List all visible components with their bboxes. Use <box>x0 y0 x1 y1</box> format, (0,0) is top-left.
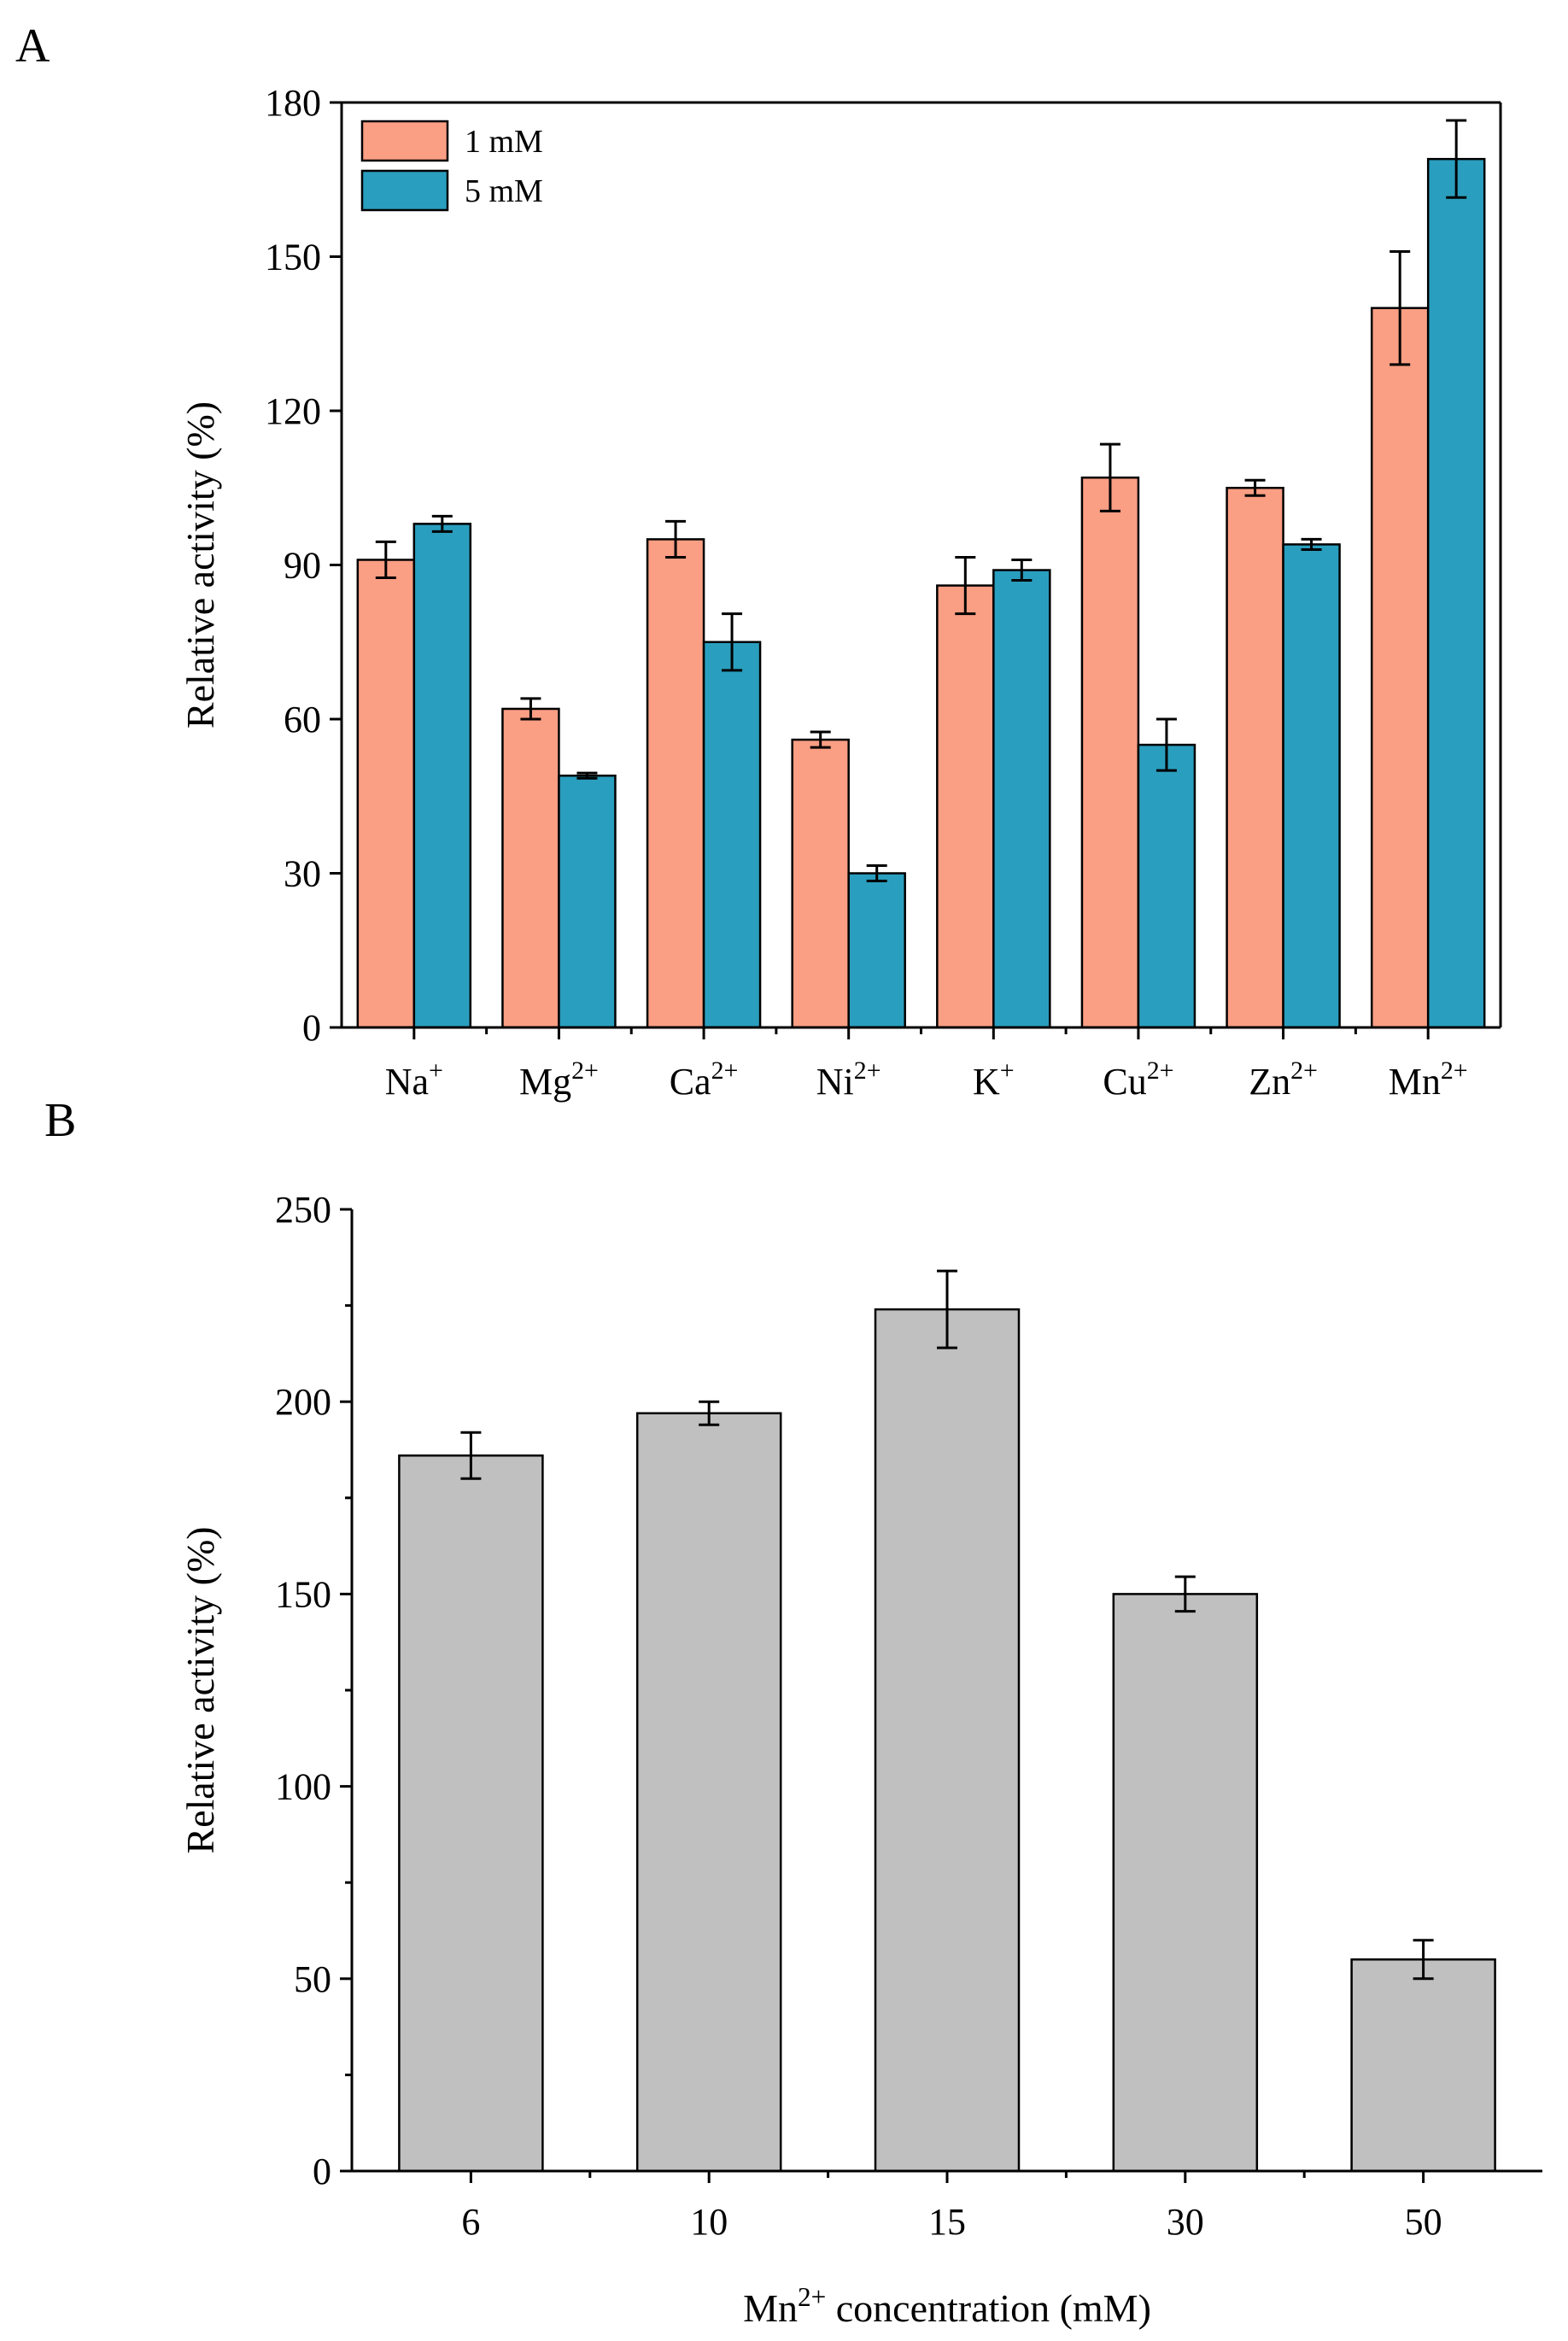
bar-30mm <box>1112 1593 1259 2173</box>
error-bar <box>1446 119 1467 199</box>
bar-1mm-mn <box>1370 307 1430 1029</box>
bar-1mm-k <box>936 584 995 1029</box>
bar-1mm-ni <box>791 738 850 1029</box>
error-bar <box>1301 537 1322 551</box>
bar-5mm-mn <box>1426 157 1486 1029</box>
error-bar <box>810 730 831 749</box>
error-bar <box>1390 249 1411 366</box>
error-bar <box>699 1400 720 1426</box>
legend-label: 1 mM <box>465 124 543 160</box>
legend-label: 5 mM <box>465 173 543 209</box>
bar-6mm <box>398 1454 544 2173</box>
x-tick-label: 15 <box>928 2201 966 2243</box>
x-tick-label: 50 <box>1405 2201 1442 2243</box>
y-axis-label: Relative activity (%) <box>178 1526 222 1853</box>
x-tick-label: K+ <box>973 1056 1015 1103</box>
error-bar <box>460 1431 482 1480</box>
error-bar <box>1011 558 1033 582</box>
x-tick-label: Zn2+ <box>1249 1056 1318 1103</box>
bar-5mm-mg <box>558 774 617 1029</box>
y-tick-label: 30 <box>284 853 321 895</box>
bar-1mm-ca <box>646 538 705 1029</box>
x-tick-label: 10 <box>690 2201 728 2243</box>
x-tick-label: Mn2+ <box>1389 1056 1468 1103</box>
error-bar <box>1156 717 1177 772</box>
x-tick-label: Na+ <box>385 1056 443 1103</box>
bar-5mm-ni <box>847 872 906 1029</box>
y-tick-label: 0 <box>313 2151 331 2192</box>
x-tick-label: Cu2+ <box>1103 1056 1173 1103</box>
x-tick-label: Ca2+ <box>670 1056 739 1103</box>
error-bar <box>955 555 976 616</box>
error-bar <box>576 771 598 780</box>
error-bar <box>1174 1575 1196 1613</box>
y-axis-label: Relative activity (%) <box>178 401 222 729</box>
legend-swatch-1mm <box>360 120 449 162</box>
error-bar <box>665 519 687 559</box>
bar-1mm-mg <box>501 707 560 1029</box>
error-bar <box>1099 442 1120 512</box>
x-tick-label: 30 <box>1167 2201 1204 2243</box>
chart-b: 0 50 100 150 200 250 6 10 15 30 50 Relative activit… <box>178 1189 1542 2330</box>
panel-a-label: A <box>15 20 50 73</box>
error-bar <box>722 612 743 672</box>
y-tick-label: 250 <box>275 1189 331 1231</box>
bar-5mm-zn <box>1282 543 1341 1029</box>
bar-5mm-cu <box>1137 743 1196 1029</box>
bar-50mm <box>1350 1958 1496 2173</box>
y-tick-label: 50 <box>294 1958 331 2000</box>
y-tick-label: 200 <box>275 1381 331 1423</box>
x-tick-label: Ni2+ <box>816 1056 881 1103</box>
y-tick-label: 150 <box>265 237 321 278</box>
y-tick-label: 150 <box>275 1573 331 1615</box>
error-bar <box>375 540 396 580</box>
error-bar <box>1244 478 1266 497</box>
bar-15mm <box>874 1308 1021 2173</box>
y-tick-label: 120 <box>265 390 321 432</box>
error-bar <box>866 863 887 883</box>
bar-1mm-zn <box>1226 487 1284 1029</box>
bar-1mm-cu <box>1080 476 1140 1029</box>
bar-10mm <box>635 1412 782 2173</box>
y-tick-label: 60 <box>284 699 321 740</box>
error-bar <box>431 514 453 533</box>
legend-swatch-5mm <box>360 169 449 212</box>
x-tick-label: 6 <box>461 2201 480 2243</box>
bar-5mm-na <box>412 523 472 1029</box>
x-tick-label: Mg2+ <box>519 1056 599 1103</box>
chart-a: 0 30 60 90 120 150 180 Na+ Mg2+ Ca2+ Ni2+ K+ Cu2+ Zn2… <box>178 82 1502 1103</box>
bar-5mm-ca <box>702 641 762 1029</box>
y-tick-label: 100 <box>275 1766 331 1808</box>
y-tick-label: 0 <box>302 1007 321 1049</box>
error-bar <box>1413 1939 1434 1981</box>
error-bar <box>937 1269 957 1349</box>
bar-1mm-na <box>356 559 416 1029</box>
y-tick-label: 90 <box>284 545 321 587</box>
bar-5mm-k <box>992 569 1051 1029</box>
x-axis-label: Mn2+ concentration (mM) <box>743 2282 1151 2330</box>
error-bar <box>520 697 541 721</box>
y-tick-label: 180 <box>265 82 321 124</box>
panel-b-label: B <box>44 1094 76 1147</box>
